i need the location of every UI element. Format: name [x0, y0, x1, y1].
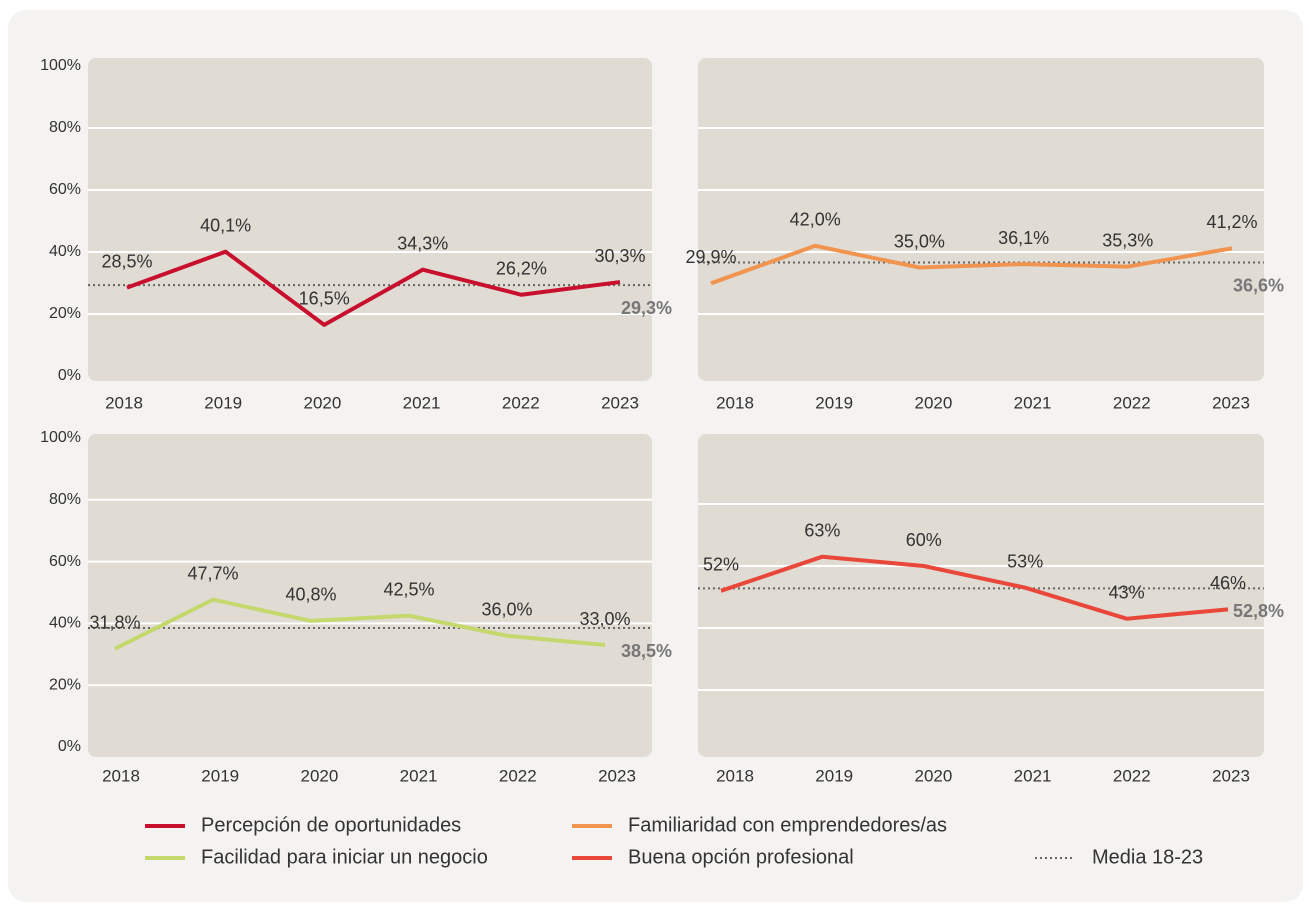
y-tick-label: 100%: [40, 57, 81, 74]
plot-area: [88, 434, 652, 757]
data-label: 63%: [804, 520, 840, 540]
data-label: 40,1%: [200, 215, 251, 235]
x-tick-label: 2020: [303, 393, 341, 412]
data-label: 42,0%: [790, 210, 841, 230]
data-label: 28,5%: [101, 251, 152, 271]
series-line: [114, 597, 606, 651]
series-line: [126, 249, 621, 327]
data-label: 16,5%: [299, 289, 350, 309]
data-label: 46%: [1210, 573, 1246, 593]
data-label: 60%: [906, 530, 942, 550]
x-tick-label: 2021: [1014, 766, 1052, 785]
x-tick-label: 2018: [105, 393, 143, 412]
x-tick-label: 2018: [716, 766, 754, 785]
y-tick-label: 40%: [49, 243, 81, 260]
data-label: 36,0%: [481, 600, 532, 620]
data-label: 29,9%: [685, 247, 736, 267]
y-tick-label: 100%: [40, 429, 81, 446]
x-tick-label: 2019: [815, 393, 853, 412]
legend-label: Familiaridad con emprendedores/as: [628, 814, 947, 836]
x-tick-label: 2022: [1113, 393, 1151, 412]
legend-label: Buena opción profesional: [628, 846, 854, 868]
data-label: 26,2%: [496, 259, 547, 279]
mean-label: 29,3%: [621, 298, 672, 318]
data-label: 36,1%: [998, 228, 1049, 248]
x-tick-label: 2019: [201, 766, 239, 785]
x-tick-label: 2019: [204, 393, 242, 412]
data-label: 53%: [1007, 551, 1043, 571]
y-tick-label: 60%: [49, 181, 81, 198]
data-label: 35,0%: [894, 231, 945, 251]
data-label: 30,3%: [594, 246, 645, 266]
legend-label: Percepción de oportunidades: [201, 814, 461, 836]
data-label: 52%: [703, 555, 739, 575]
data-label: 47,7%: [187, 563, 238, 583]
data-label: 33,0%: [579, 609, 630, 629]
x-tick-label: 2020: [300, 766, 338, 785]
y-tick-label: 0%: [58, 367, 81, 384]
y-tick-label: 20%: [49, 676, 81, 693]
legend-label: Media 18-23: [1092, 846, 1203, 868]
x-tick-label: 2022: [1113, 766, 1151, 785]
x-tick-label: 2022: [502, 393, 540, 412]
x-tick-label: 2023: [1212, 766, 1250, 785]
y-tick-label: 80%: [49, 119, 81, 136]
data-label: 43%: [1109, 582, 1145, 602]
plot-area: [88, 58, 652, 381]
plot-area: [698, 434, 1264, 757]
y-tick-label: 80%: [49, 491, 81, 508]
x-tick-label: 2021: [400, 766, 438, 785]
x-tick-label: 2023: [598, 766, 636, 785]
series-line: [720, 554, 1229, 621]
x-tick-label: 2020: [914, 393, 952, 412]
y-tick-label: 40%: [49, 615, 81, 632]
x-tick-label: 2020: [914, 766, 952, 785]
x-tick-label: 2018: [102, 766, 140, 785]
y-tick-label: 20%: [49, 305, 81, 322]
x-tick-label: 2021: [403, 393, 441, 412]
mean-label: 38,5%: [621, 641, 672, 661]
data-label: 42,5%: [383, 579, 434, 599]
x-tick-label: 2023: [1212, 393, 1250, 412]
x-tick-label: 2021: [1014, 393, 1052, 412]
plot-area: [698, 58, 1264, 381]
data-label: 40,8%: [285, 585, 336, 605]
data-label: 34,3%: [397, 233, 448, 253]
data-label: 31,8%: [89, 612, 140, 632]
y-tick-label: 0%: [58, 738, 81, 755]
y-tick-label: 60%: [49, 553, 81, 570]
x-tick-label: 2019: [815, 766, 853, 785]
legend-label: Facilidad para iniciar un negocio: [201, 846, 488, 868]
data-label: 41,2%: [1206, 212, 1257, 232]
mean-label: 52,8%: [1233, 601, 1284, 621]
x-tick-label: 2018: [716, 393, 754, 412]
mean-label: 36,6%: [1233, 275, 1284, 295]
x-tick-label: 2023: [601, 393, 639, 412]
data-label: 35,3%: [1102, 230, 1153, 250]
series-line: [710, 243, 1233, 286]
x-tick-label: 2022: [499, 766, 537, 785]
